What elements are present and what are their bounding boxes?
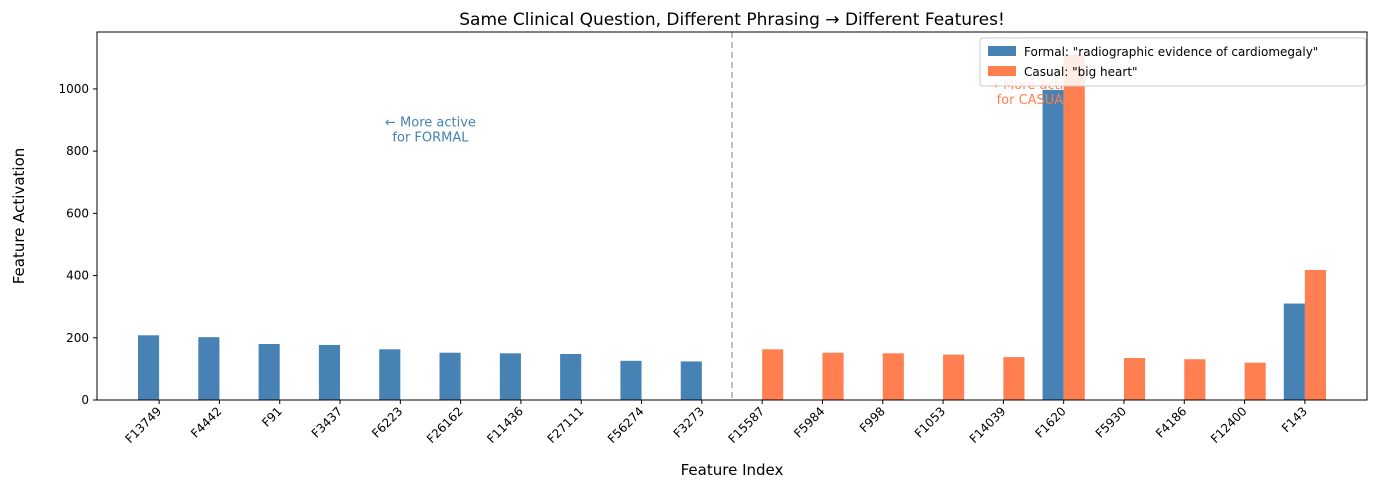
y-tick-label: 600: [66, 206, 89, 220]
legend-box: [979, 37, 1367, 87]
x-tick-label: F5930: [1093, 404, 1129, 440]
x-tick-label: F5984: [791, 404, 827, 440]
bar: [258, 344, 280, 400]
x-tick-label: F27111: [545, 404, 587, 446]
x-tick-label: F91: [259, 404, 285, 430]
legend-label: Casual: "big heart": [1024, 65, 1138, 79]
bar: [762, 349, 784, 400]
bar: [620, 360, 642, 400]
annotation-line: for CASUAL: [997, 93, 1072, 108]
bar: [138, 335, 160, 400]
x-tick-label: F14039: [967, 404, 1009, 446]
bar: [882, 353, 904, 400]
bar: [379, 349, 401, 400]
y-axis-label: Feature Activation: [10, 148, 28, 285]
legend-swatch: [988, 46, 1016, 56]
y-tick-label: 800: [66, 144, 89, 158]
bar: [1123, 358, 1146, 400]
bar: [499, 353, 521, 400]
x-tick-label: F143: [1279, 404, 1310, 435]
bar: [1304, 269, 1326, 400]
bar: [560, 353, 582, 400]
x-tick-label: F1620: [1032, 404, 1068, 440]
x-tick-label: F6223: [369, 404, 405, 440]
y-tick-label: 1000: [58, 82, 89, 96]
annotation-line: for FORMAL: [392, 130, 469, 145]
bar: [439, 352, 461, 400]
legend-label: Formal: "radiographic evidence of cardio…: [1024, 45, 1318, 59]
x-tick-label: F1053: [912, 404, 948, 440]
bar: [1003, 357, 1025, 400]
bar: [1063, 54, 1085, 400]
x-tick-label: F13749: [122, 404, 164, 446]
bar: [318, 344, 341, 400]
x-tick-label: F11436: [484, 404, 526, 446]
x-tick-label: F4186: [1153, 404, 1189, 440]
bar: [1184, 359, 1206, 400]
bar: [822, 352, 844, 400]
y-tick-label: 400: [66, 269, 89, 283]
bar: [1042, 89, 1064, 400]
plot-frame: [96, 31, 1368, 401]
x-tick-label: F56274: [605, 404, 647, 446]
x-axis-label: Feature Index: [681, 461, 784, 479]
legend-swatch: [988, 66, 1016, 76]
x-tick-label: F3273: [671, 404, 707, 440]
y-tick-label: 0: [81, 393, 89, 407]
x-tick-label: F15587: [725, 404, 767, 446]
chart-title: Same Clinical Question, Different Phrasi…: [459, 10, 1005, 30]
x-tick-label: F26162: [424, 404, 466, 446]
bar: [198, 337, 220, 400]
bar: [1283, 303, 1305, 400]
x-tick-label: F12400: [1208, 404, 1250, 446]
x-tick-label: F3437: [309, 404, 345, 440]
y-tick-label: 200: [66, 331, 89, 345]
x-tick-label: F4442: [188, 404, 224, 440]
bar: [680, 361, 702, 400]
bar: [1244, 362, 1266, 400]
annotation-line: ← More active: [385, 115, 476, 130]
annotation: ← More active for FORMAL: [385, 115, 476, 145]
x-tick-label: F998: [857, 404, 888, 435]
bar: [943, 354, 965, 400]
